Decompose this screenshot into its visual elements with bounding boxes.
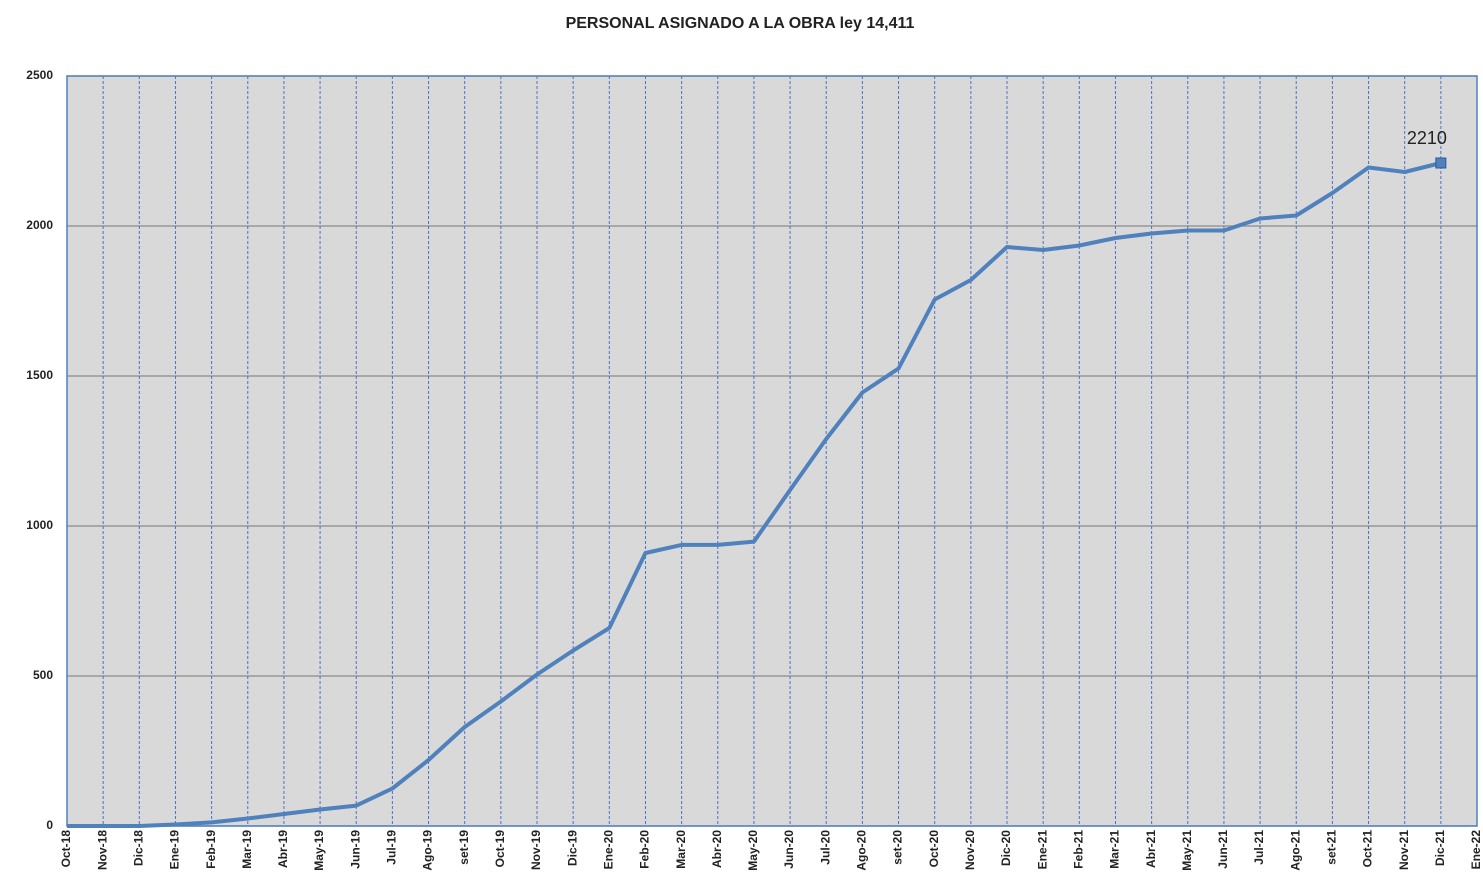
x-tick-label: Feb-20 — [638, 830, 652, 869]
x-tick-label: Jul-19 — [385, 830, 399, 865]
x-tick-label: Nov-19 — [529, 830, 543, 870]
x-tick-label: May-21 — [1180, 830, 1194, 871]
x-tick-label: Ene-22 — [1469, 830, 1483, 870]
plot-area — [67, 76, 1477, 826]
x-tick-label: Ago-19 — [421, 830, 435, 871]
plot-border — [66, 75, 1478, 827]
x-tick-label: Jul-21 — [1252, 830, 1266, 865]
x-tick-label: Oct-21 — [1361, 830, 1375, 868]
x-tick-label: May-20 — [746, 830, 760, 871]
y-tick-label: 0 — [46, 818, 53, 832]
x-tick-label: Oct-20 — [927, 830, 941, 868]
x-tick-label: set-20 — [891, 830, 905, 865]
x-tick-label: Ene-19 — [168, 830, 182, 870]
x-tick-label: Jul-20 — [818, 830, 832, 865]
x-tick-label: Nov-21 — [1397, 830, 1411, 870]
x-tick-label: Dic-21 — [1433, 830, 1447, 866]
x-tick-label: Ene-21 — [1035, 830, 1049, 870]
x-tick-label: Nov-20 — [963, 830, 977, 870]
x-tick-label: Dic-20 — [999, 830, 1013, 866]
x-tick-label: May-19 — [312, 830, 326, 871]
y-tick-label: 1000 — [26, 518, 53, 532]
y-tick-label: 1500 — [26, 368, 53, 382]
x-tick-label: Mar-20 — [674, 830, 688, 869]
data-label: 2210 — [1407, 128, 1447, 148]
x-tick-label: Jun-20 — [782, 830, 796, 869]
x-tick-label: set-19 — [457, 830, 471, 865]
y-tick-label: 500 — [33, 668, 53, 682]
x-tick-label: Nov-18 — [95, 830, 109, 870]
x-tick-label: Dic-19 — [565, 830, 579, 866]
x-tick-label: Oct-19 — [493, 830, 507, 868]
line — [67, 161, 1442, 828]
y-tick-label: 2000 — [26, 218, 53, 232]
x-tick-label: Jun-21 — [1216, 830, 1230, 869]
x-tick-label: Mar-19 — [240, 830, 254, 869]
x-tick-label: Jun-19 — [348, 830, 362, 869]
point-marker — [1435, 157, 1447, 169]
x-tick-label: Mar-21 — [1108, 830, 1122, 869]
x-tick-label: Ago-20 — [855, 830, 869, 871]
x-tick-label: Ene-20 — [601, 830, 615, 870]
x-tick-label: Abr-20 — [710, 830, 724, 868]
x-tick-label: Dic-18 — [131, 830, 145, 866]
x-tick-label: Feb-19 — [204, 830, 218, 869]
x-tick-label: Abr-19 — [276, 830, 290, 868]
x-tick-label: Oct-18 — [59, 830, 73, 868]
x-tick-label: Feb-21 — [1071, 830, 1085, 869]
x-tick-label: Abr-21 — [1144, 830, 1158, 868]
chart-title: PERSONAL ASIGNADO A LA OBRA ley 14,411 — [566, 15, 915, 32]
x-tick-label: Ago-21 — [1288, 830, 1302, 871]
y-tick-label: 2500 — [26, 68, 53, 82]
x-tick-label: set-21 — [1325, 830, 1339, 865]
